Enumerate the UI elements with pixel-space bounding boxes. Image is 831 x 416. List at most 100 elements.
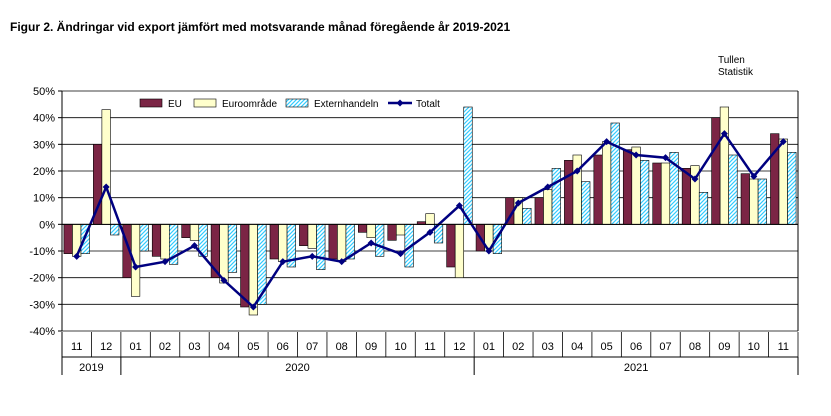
y-tick-label: 30% [33,139,55,151]
line-point [249,303,257,311]
line-point [279,258,287,266]
x-tick-label: 08 [336,341,348,353]
bar-externhandeln [728,154,738,225]
bar-eu [564,160,574,225]
line-point [720,130,728,138]
bar-euroområde [101,109,111,225]
bar-externhandeln [522,208,532,225]
bar-euroområde [160,224,170,260]
x-tick-label: 08 [689,341,701,353]
bar-euroområde [307,224,317,249]
bar-euroområde [602,141,612,225]
bar-eu [240,224,250,308]
line-point [544,183,552,191]
line-point [750,172,758,180]
line-point [220,276,228,284]
x-tick-label: 02 [512,341,524,353]
line-point [514,199,522,207]
bar-euroområde [719,106,729,225]
legend-swatch [139,98,163,108]
bar-externhandeln [698,192,709,225]
bar-eu [593,154,603,225]
x-tick-label: 03 [542,341,554,353]
line-point [455,202,463,210]
legend-swatch [285,98,309,108]
x-tick-label: 05 [600,341,612,353]
bar-euroområde [631,146,641,225]
bar-externhandeln [610,122,620,225]
line-point [161,258,169,266]
legend-swatch [193,98,217,108]
bar-externhandeln [227,224,238,273]
bar-euroområde [278,224,288,262]
bar-eu [181,224,191,238]
bar-euroområde [778,138,788,225]
x-tick-label: 02 [159,341,171,353]
bar-eu [63,224,73,254]
y-tick-label: -30% [29,299,55,311]
x-tick-label: 06 [630,341,642,353]
bar-euroområde [337,224,347,262]
year-label: 2019 [79,362,103,374]
x-tick-label: 07 [659,341,671,353]
x-tick-label: 07 [306,341,318,353]
x-tick-label: 10 [394,341,406,353]
y-tick-label: -20% [29,273,55,285]
y-tick-label: 20% [33,166,55,178]
y-tick-labels: -40% -30% -20% -10% 0% 10% 20% 30% 40% 50% [29,86,62,338]
chart-title: Figur 2. Ändringar vid export jämfört me… [10,20,511,34]
bar-externhandeln [581,181,591,225]
bar-externhandeln [787,152,797,225]
x-tick-label: 01 [129,341,141,353]
line-point [426,228,434,236]
x-tick-label: 04 [218,341,230,353]
legend-label: Totalt [416,99,440,110]
line-point [73,252,81,260]
x-tick-label: 11 [71,341,82,353]
legend-label: Euroområde [222,98,277,110]
bar-eu [534,197,544,225]
legend-label: EU [168,99,182,110]
x-tick-label: 09 [718,341,730,353]
year-label: 2021 [624,362,648,374]
axes [61,91,799,331]
bar-eu [681,168,691,225]
line-point [102,183,110,191]
line-point [190,242,198,250]
y-tick-label: 40% [33,113,55,125]
x-tick-label: 01 [483,341,495,353]
bar-eu [358,224,368,233]
x-tick-label: 04 [571,341,583,353]
bar-eu [711,117,721,225]
bar-euroområde [425,213,435,225]
line-point [662,154,670,162]
bar-euroområde [749,178,759,225]
bar-eu [740,173,750,225]
source-label: Tullen Statistik [718,55,753,79]
x-tick-label: 03 [188,341,200,353]
x-tick-labels: 11 12 01 02 03 04 05 06 07 08 09 10 11 12 01 02 03 04 05 06… [61,332,799,375]
x-tick-label: 11 [778,341,789,353]
x-tick-label: 11 [424,341,435,353]
x-tick-label: 12 [453,341,465,353]
y-tick-label: 0% [39,219,55,231]
line-point [132,263,140,271]
total-line [73,130,787,311]
legend-label: Externhandeln [314,99,379,110]
line-point [367,239,375,247]
y-tick-label: 50% [33,86,55,98]
line-point [632,151,640,159]
legend-marker [396,99,404,107]
source-line-2: Statistik [718,67,754,78]
bar-euroområde [572,154,582,225]
bar-eu [299,224,309,246]
bar-eu [652,162,662,225]
bar-euroområde [395,224,406,236]
bar-euroområde [189,224,200,241]
x-tick-label: 05 [247,341,259,353]
year-label: 2020 [285,362,309,374]
bar-euroområde [366,224,376,238]
bar-externhandeln [551,168,561,225]
bar-eu [387,224,397,241]
